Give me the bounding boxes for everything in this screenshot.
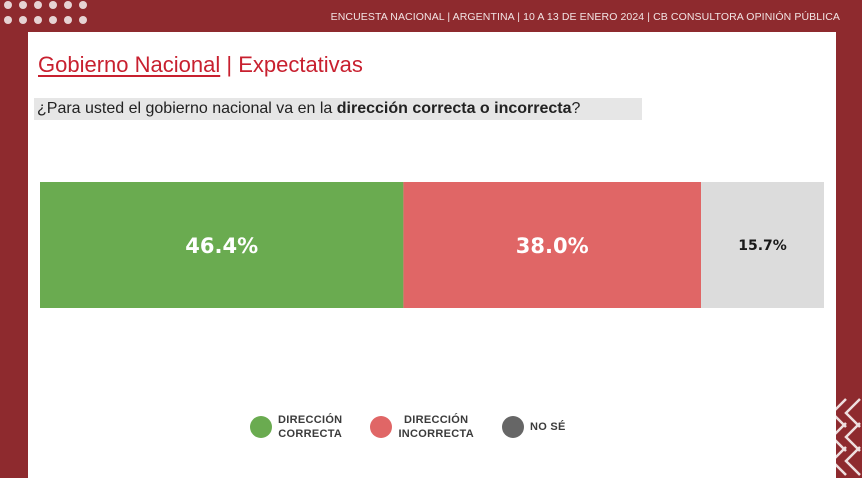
dot-icon bbox=[49, 1, 57, 9]
question-text: ¿Para usted el gobierno nacional va en l… bbox=[34, 98, 642, 120]
survey-info: ENCUESTA NACIONAL | ARGENTINA | 10 A 13 … bbox=[330, 11, 840, 23]
legend-label-line1: DIRECCIÓN bbox=[278, 414, 343, 426]
question-bold: dirección correcta o incorrecta bbox=[336, 100, 572, 117]
dot-icon bbox=[34, 1, 42, 9]
stacked-bar-chart: 46.4% 38.0% 15.7% bbox=[40, 182, 824, 308]
page-title: Gobierno Nacional | Expectativas bbox=[38, 52, 363, 78]
bar-value-label-3: 15.7% bbox=[738, 238, 787, 254]
legend-label: NO SÉ bbox=[530, 420, 566, 434]
dot-icon bbox=[49, 16, 57, 24]
legend-swatch-icon bbox=[501, 416, 524, 438]
legend-swatch-icon bbox=[370, 416, 393, 438]
legend-label-line1: DIRECCIÓN bbox=[403, 414, 469, 426]
dot-icon bbox=[79, 16, 87, 24]
legend-item-1: DIRECCIÓN CORRECTA bbox=[250, 413, 342, 441]
dot-icon bbox=[79, 1, 87, 9]
legend-label: DIRECCIÓN INCORRECTA bbox=[398, 413, 474, 441]
chart-legend: DIRECCIÓN CORRECTA DIRECCIÓN INCORRECTA NO S… bbox=[250, 413, 594, 441]
legend-item-3: NO SÉ bbox=[501, 416, 566, 438]
decorative-dots bbox=[4, 1, 87, 31]
legend-label-line2: CORRECTA bbox=[278, 428, 343, 440]
legend-label-line1: NO SÉ bbox=[529, 421, 566, 433]
slide-card: Gobierno Nacional | Expectativas ¿Para u… bbox=[28, 32, 836, 478]
bar-segment-1 bbox=[40, 182, 404, 308]
dot-icon bbox=[64, 16, 72, 24]
dot-icon bbox=[4, 1, 12, 9]
title-separator: | bbox=[220, 52, 239, 77]
dot-icon bbox=[19, 16, 27, 24]
bar-segment-2 bbox=[403, 182, 702, 308]
question-prefix: ¿Para usted el gobierno nacional va en l… bbox=[37, 100, 337, 117]
title-sub: Expectativas bbox=[238, 52, 363, 77]
bar-segment-3 bbox=[701, 182, 824, 308]
dot-icon bbox=[34, 16, 42, 24]
chevron-decoration-icon bbox=[830, 398, 861, 476]
legend-item-2: DIRECCIÓN INCORRECTA bbox=[370, 413, 474, 441]
legend-label: DIRECCIÓN CORRECTA bbox=[278, 413, 342, 441]
bar-value-label-2: 38.0% bbox=[516, 234, 589, 258]
legend-label-line2: INCORRECTA bbox=[398, 428, 474, 440]
legend-swatch-icon bbox=[250, 416, 272, 438]
bar-value-label-1: 46.4% bbox=[185, 234, 258, 258]
title-main: Gobierno Nacional bbox=[38, 52, 221, 77]
question-suffix: ? bbox=[571, 100, 581, 117]
dot-icon bbox=[64, 1, 72, 9]
dot-icon bbox=[4, 16, 12, 24]
dot-icon bbox=[19, 1, 27, 9]
